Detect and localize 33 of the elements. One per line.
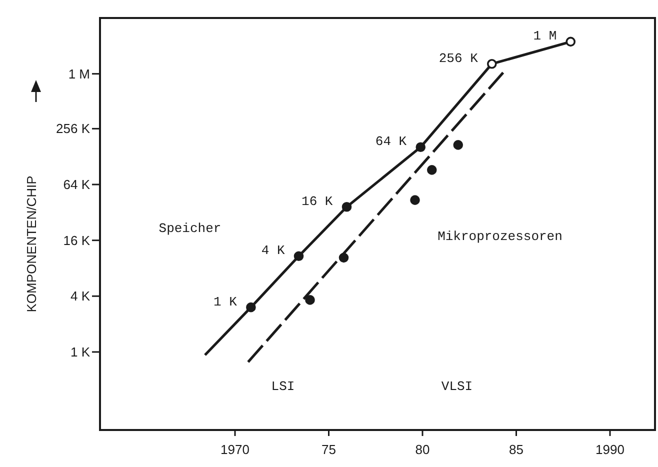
y-tick-label: 4 K (70, 288, 90, 304)
annotation: LSI (271, 379, 295, 394)
y-tick-label: 1 K (70, 344, 90, 360)
point (426, 165, 437, 175)
y-tick-label: 256 K (56, 121, 90, 136)
annotation: Speicher (158, 221, 222, 236)
x-tick-label: 75 (322, 442, 336, 457)
annotation: VLSI (441, 379, 473, 394)
annotation: 64 K (375, 134, 407, 150)
annotation: Mikroprozessoren (438, 229, 562, 244)
y-tick-label: 64 K (63, 177, 90, 192)
x-tick-label: 85 (509, 442, 524, 457)
point (246, 302, 256, 312)
point (338, 252, 349, 263)
y-tick-label: 1 M (68, 66, 90, 82)
y-tick-label: 16 K (63, 232, 90, 248)
x-tick-label: 1970 (220, 442, 250, 457)
annotation: 16 K (302, 194, 333, 209)
point (416, 142, 426, 152)
point (453, 140, 464, 150)
x-tick-label: 80 (415, 442, 430, 457)
point (305, 295, 315, 305)
point (342, 202, 352, 212)
point (294, 251, 304, 262)
point (486, 58, 497, 69)
annotation: 256 K (438, 50, 478, 66)
annotation: 4 K (261, 243, 285, 258)
y-axis-title: KOMPONENTEN/CHIP (24, 176, 39, 312)
annotation: 1 K (214, 294, 238, 310)
x-tick-label: 1990 (596, 442, 624, 457)
point (566, 36, 576, 47)
point (410, 195, 420, 205)
annotation: 1 M (533, 28, 557, 44)
